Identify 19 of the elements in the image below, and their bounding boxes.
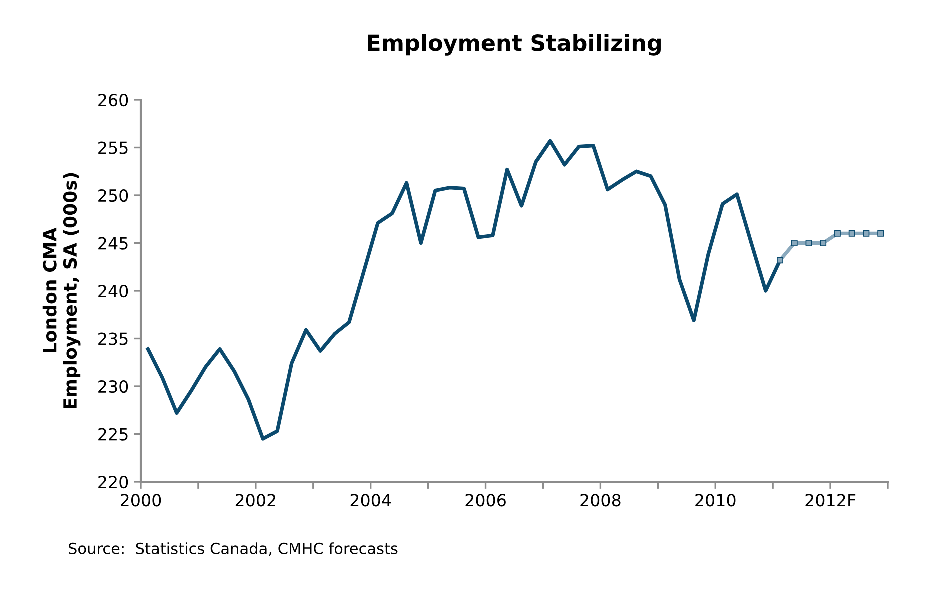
source-note: Source: Statistics Canada, CMHC forecasts	[69, 542, 398, 556]
x-tick-label: 2002	[236, 494, 276, 507]
x-tick-label: 2006	[466, 494, 506, 507]
x-tick-label: 2004	[350, 494, 392, 507]
y-tick-label: 230	[98, 380, 128, 394]
y-tick-label: 225	[98, 428, 128, 441]
x-tick-label: 2008	[580, 494, 621, 507]
y-tick-label: 245	[98, 237, 128, 250]
chart-title: Employment Stabilizing	[368, 34, 661, 56]
y-tick-label: 220	[98, 476, 128, 489]
x-tick-label: 2010	[696, 494, 736, 507]
y-tick-label: 250	[98, 189, 128, 202]
y-tick-label: 240	[98, 284, 128, 298]
y-tick-label: 260	[98, 94, 128, 107]
y-tick-label: 235	[98, 332, 128, 346]
y-axis-title: London CMA Employment, SA (000s)	[42, 173, 81, 409]
x-tick-label: 2000	[121, 494, 162, 507]
x-tick-label: 2012F	[806, 494, 856, 507]
y-tick-label: 255	[98, 142, 128, 154]
